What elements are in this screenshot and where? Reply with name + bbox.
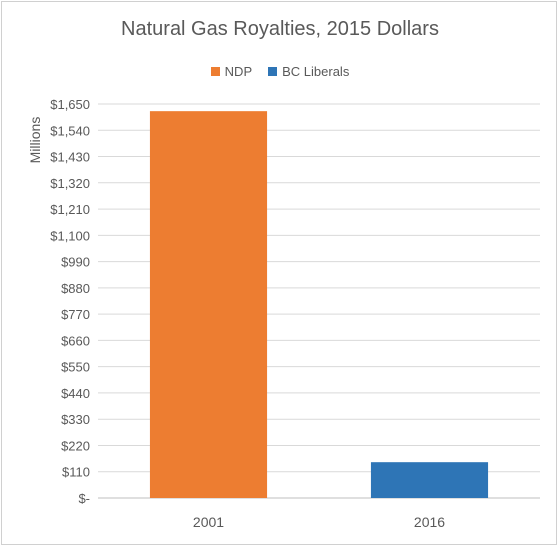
- y-tick-label: $1,100: [50, 228, 90, 243]
- y-tick-label: $1,430: [50, 150, 90, 165]
- chart-title: Natural Gas Royalties, 2015 Dollars: [121, 18, 439, 40]
- y-tick-label: $220: [61, 438, 90, 453]
- y-tick-label: $1,540: [50, 123, 90, 138]
- bar-bc-liberals-2016: [370, 462, 489, 498]
- legend-swatch-bc-liberals: [268, 67, 278, 76]
- y-tick-label: $110: [62, 465, 90, 480]
- y-tick-label: $330: [61, 412, 90, 427]
- bar-ndp-2001: [149, 111, 268, 498]
- y-tick-label: $440: [61, 386, 90, 401]
- y-tick-label: $1,210: [50, 202, 90, 217]
- x-tick-label: 2016: [414, 514, 445, 530]
- y-tick-label: $660: [61, 333, 90, 348]
- legend-label-bc-liberals: BC Liberals: [282, 64, 350, 79]
- legend-swatch-ndp: [210, 67, 220, 76]
- legend-label-ndp: NDP: [224, 64, 253, 79]
- y-tick-label: $-: [78, 491, 90, 506]
- x-tick-label: 2001: [193, 514, 224, 530]
- y-tick-label: $1,320: [50, 176, 90, 191]
- legend-item-ndp: NDP: [210, 64, 253, 79]
- y-tick-label: $550: [61, 360, 90, 375]
- legend-item-bc-liberals: BC Liberals: [268, 64, 349, 79]
- y-tick-label: $770: [61, 307, 90, 322]
- y-tick-label: $990: [61, 255, 90, 270]
- chart-legend: NDP BC Liberals: [0, 64, 560, 79]
- y-axis-label: Millions: [27, 117, 43, 164]
- y-tick-label: $1,650: [50, 97, 90, 112]
- y-tick-label: $880: [61, 281, 90, 296]
